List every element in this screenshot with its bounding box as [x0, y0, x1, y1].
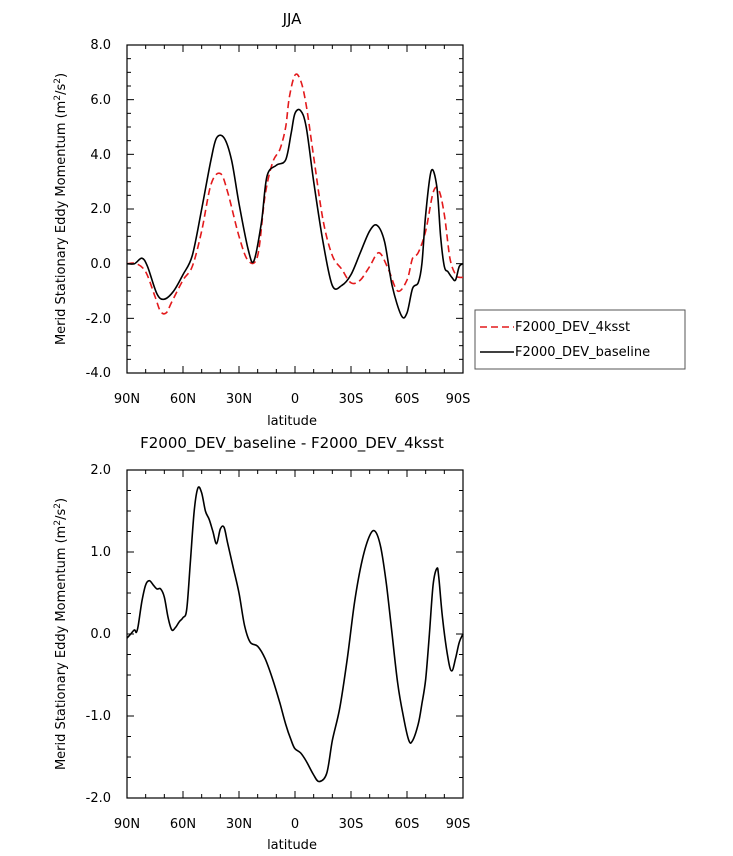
legend-label-4ksst: F2000_DEV_4ksst — [515, 320, 630, 335]
top-y-tick-label: 6.0 — [90, 93, 111, 108]
top-x-tick-label: 60N — [170, 392, 196, 407]
bottom-series-line-difference — [126, 486, 464, 783]
bottom-y-tick-label: 2.0 — [90, 463, 111, 478]
bottom-x-tick-labels: 90N 60N 30N 0 30S 60S 90S — [114, 817, 471, 832]
top-y-axis-label-mid: /s — [54, 84, 69, 95]
top-y-axis-label-main: Merid Stationary Eddy Momentum (m — [54, 101, 69, 345]
top-series-line-f2000-dev-4ksst — [126, 73, 464, 315]
bottom-x-tick-label: 90N — [114, 817, 140, 832]
bottom-y-axis-label-sup: 2 — [53, 520, 63, 526]
bottom-y-tick-label: 1.0 — [90, 545, 111, 560]
legend-label-baseline: F2000_DEV_baseline — [515, 345, 650, 360]
bottom-x-tick-label: 30N — [226, 817, 252, 832]
top-y-tick-label: 0.0 — [90, 257, 111, 272]
bottom-y-axis-label-main: Merid Stationary Eddy Momentum (m — [54, 526, 69, 770]
bottom-chart-title: F2000_DEV_baseline - F2000_DEV_4ksst — [140, 434, 444, 453]
bottom-y-axis-label-end: ) — [54, 498, 69, 503]
top-chart-title: JJA — [282, 10, 303, 28]
top-legend: F2000_DEV_4ksst F2000_DEV_baseline — [474, 309, 686, 370]
top-panel: JJA -4.0 -2.0 0.0 2.0 4.0 6.0 8.0 90N 60… — [53, 10, 686, 429]
bottom-series-group — [126, 486, 464, 783]
top-y-tick-label: -2.0 — [86, 312, 111, 327]
legend-box — [474, 309, 686, 370]
top-series-group — [126, 73, 464, 319]
bottom-x-tick-label: 90S — [446, 817, 471, 832]
top-y-tick-label: 2.0 — [90, 202, 111, 217]
bottom-x-tick-label: 60N — [170, 817, 196, 832]
bottom-x-tick-label: 60S — [395, 817, 420, 832]
top-x-tick-label: 30S — [339, 392, 364, 407]
bottom-y-tick-label: 0.0 — [90, 627, 111, 642]
bottom-tick-marks — [126, 469, 464, 799]
top-x-axis-label: latitude — [267, 414, 317, 429]
top-x-tick-label: 0 — [291, 392, 299, 407]
bottom-y-tick-label: -2.0 — [86, 791, 111, 806]
top-y-axis-label-end: ) — [54, 73, 69, 78]
top-x-tick-labels: 90N 60N 30N 0 30S 60S 90S — [114, 392, 471, 407]
bottom-x-tick-label: 30S — [339, 817, 364, 832]
top-y-tick-label: 4.0 — [90, 148, 111, 163]
top-x-tick-label: 60S — [395, 392, 420, 407]
top-y-axis-label: Merid Stationary Eddy Momentum (m2/s2) — [53, 73, 69, 345]
top-plot-frame — [126, 44, 464, 374]
top-y-tick-label: -4.0 — [86, 366, 111, 381]
top-y-axis-label-sup: 2 — [53, 95, 63, 101]
top-x-tick-label: 30N — [226, 392, 252, 407]
bottom-y-tick-label: -1.0 — [86, 709, 111, 724]
bottom-y-axis-label-mid: /s — [54, 509, 69, 520]
top-x-tick-label: 90N — [114, 392, 140, 407]
top-y-axis-label-sup2: 2 — [53, 78, 63, 84]
bottom-y-axis-label: Merid Stationary Eddy Momentum (m2/s2) — [53, 498, 69, 770]
top-x-tick-label: 90S — [446, 392, 471, 407]
bottom-x-tick-label: 0 — [291, 817, 299, 832]
top-tick-marks — [126, 44, 464, 374]
bottom-y-tick-labels: -2.0 -1.0 0.0 1.0 2.0 — [86, 463, 111, 806]
bottom-x-axis-label: latitude — [267, 838, 317, 853]
top-y-tick-labels: -4.0 -2.0 0.0 2.0 4.0 6.0 8.0 — [86, 38, 111, 381]
top-y-tick-label: 8.0 — [90, 38, 111, 53]
bottom-y-axis-label-sup2: 2 — [53, 503, 63, 509]
bottom-panel: F2000_DEV_baseline - F2000_DEV_4ksst -2.… — [53, 434, 470, 853]
top-series-line-f2000-dev-baseline — [126, 108, 464, 319]
